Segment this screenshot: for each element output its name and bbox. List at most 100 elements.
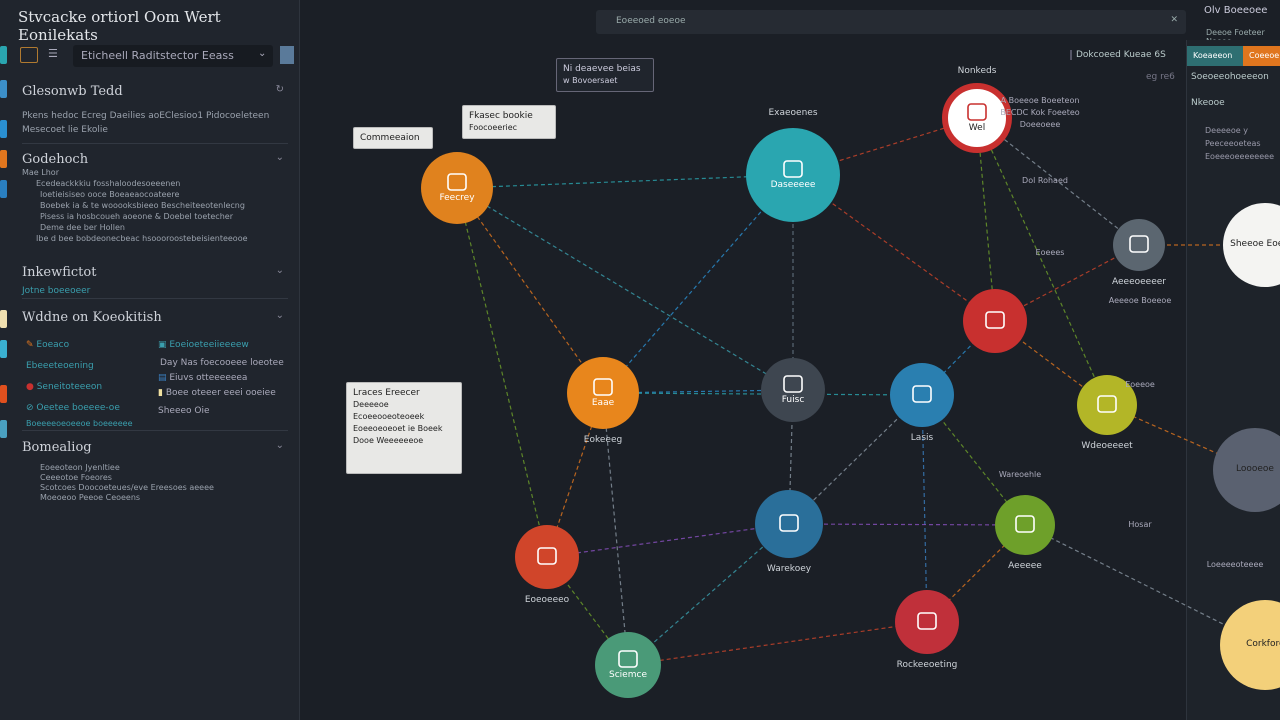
list-item[interactable]: ▤ Eiuvs otteeeeeea [158,373,248,383]
node-circle[interactable] [995,495,1055,555]
rail-app-icon[interactable] [0,385,7,403]
chevron-down-icon[interactable]: ⌄ [275,265,284,276]
text-line: Eoeeoteon Jyenltiee [40,463,120,472]
graph-node-n6[interactable] [567,357,639,429]
node-label: Loooeoe [1236,464,1274,474]
section-details: Godehoch ⌄ Mae Lhor Ecedeackkkiu fosshal… [22,152,288,244]
divider [22,143,288,144]
graph-node-n16[interactable] [1213,428,1280,512]
close-icon[interactable]: ✕ [1170,15,1178,25]
rail-app-icon[interactable] [0,180,7,198]
search-input[interactable]: Eticheell Raditstector Eeass [73,45,273,67]
app-rail [0,40,8,460]
graph-node-n8[interactable] [890,363,954,427]
node-circle[interactable] [1223,203,1280,287]
link-text[interactable]: Jotne boeeoeer [22,286,91,296]
node-caption: Warekoey [766,564,812,574]
menu-icon[interactable]: ☰ [48,47,58,60]
text-line: Ioetieisiseo ooce Boeaeaocoateere [40,190,180,199]
user-menu[interactable]: Olv Boeeoee [1204,5,1268,16]
list-item[interactable]: Ebeeeteoening [26,361,94,371]
graph-node-n11[interactable] [995,495,1055,555]
list-item[interactable]: Boeeeeoeoeeoe boeeeeee [26,419,133,428]
list-item[interactable]: ▣ Eoeioeteeiieeeew [158,340,249,350]
text-line: Moeoeoo Peeoe Ceoeens [40,493,141,502]
text-line: Ibe d bee bobdeonecbeac hsoooroostebeisi… [36,234,248,243]
graph-node-n15[interactable] [1223,203,1280,287]
node-circle[interactable] [963,289,1027,353]
rail-app-icon[interactable] [0,340,7,358]
node-label: Wel [968,123,986,133]
node-circle[interactable] [755,490,823,558]
search-button[interactable] [280,46,294,64]
graph-node-n17[interactable] [1220,600,1280,690]
rail-app-icon[interactable] [0,46,7,64]
tool-icon: ✎ [26,340,37,350]
node-circle[interactable] [1213,428,1280,512]
graph-node-n1[interactable] [421,152,493,224]
graph-node-n5[interactable] [963,289,1027,353]
top-search-bar[interactable]: Eoeeoed eoeoe ✕ [596,10,1186,34]
rail-app-icon[interactable] [0,120,7,138]
node-caption: Eokeeeg [583,435,623,445]
graph-node-n12[interactable] [515,525,579,589]
file-icon: ▤ [158,373,170,383]
refresh-icon[interactable]: ↻ [275,84,284,95]
list-item[interactable]: Day Nas foecooeee loeotee [160,358,284,368]
tab-button-1[interactable]: Koeaeeon [1187,46,1243,66]
list-item[interactable]: ▮ Boee oteeer eeei ooeiee [158,388,276,398]
rail-app-icon[interactable] [0,80,7,98]
graph-node-n3[interactable] [942,83,1012,153]
annotation-text: A Boeeoe Boeeteon [1000,96,1080,105]
chevron-down-icon[interactable]: ⌄ [275,440,284,451]
list-item[interactable]: ⊘ Oeetee boeeee-oe [26,403,120,413]
graph-node-n4[interactable] [1113,219,1165,271]
node-label: Corkforc [1246,639,1280,649]
annotation-text: Doeeoeee [1019,120,1061,129]
graph-node-n13[interactable] [895,590,959,654]
list-item[interactable]: ● Seneitoteeeon [26,382,103,392]
node-circle[interactable] [567,357,639,429]
node-circle[interactable] [761,358,825,422]
text-line: Pisess ia hosbcoueh aoeone & Doebel toet… [40,212,233,221]
rail-app-icon[interactable] [0,420,7,438]
node-circle[interactable] [1113,219,1165,271]
node-glyph-icon [1129,235,1149,253]
dropdown-icon[interactable]: ⌄ [258,48,267,59]
section-title: Bomealiog [22,440,92,455]
text-line: Ceeeotoe Foeores [40,473,112,482]
node-glyph-icon [779,514,799,532]
chevron-down-icon[interactable]: ⌄ [275,310,284,321]
node-caption: Wdeoeeeet [1081,441,1133,451]
edge [921,394,928,623]
graph-node-n7[interactable] [761,358,825,422]
layout-icon[interactable] [20,47,38,63]
divider [22,430,288,431]
graph-node-n10[interactable] [755,490,823,558]
node-circle[interactable] [890,363,954,427]
graph-node-n9[interactable] [1077,375,1137,435]
text-line: Mesecoet lie Ekolie [22,125,108,135]
node-circle[interactable] [1077,375,1137,435]
rail-app-icon[interactable] [0,150,7,168]
node-circle[interactable] [421,152,493,224]
rail-app-icon[interactable] [0,310,7,328]
section-connections: Wddne on Koeokitish ⌄ [22,310,288,325]
list-item[interactable]: ✎ Eoeaco [26,340,70,350]
node-circle[interactable] [895,590,959,654]
node-caption: Nonkeds [957,66,997,76]
node-circle[interactable] [746,128,840,222]
section-backlog: Bomealiog ⌄ Eoeeoteon Jyenltiee Ceeeotoe… [22,440,288,503]
node-circle[interactable] [1220,600,1280,690]
graph-node-n2[interactable] [746,128,840,222]
node-caption: Rockeeoeting [896,660,958,670]
annotation-text: Eoeees [1035,248,1065,257]
chevron-down-icon[interactable]: ⌄ [275,152,284,163]
graph-node-n14[interactable] [595,632,661,698]
list-item[interactable]: Sheeeo Oie [158,406,210,416]
node-circle[interactable] [515,525,579,589]
tab-button-2[interactable]: Coeeoe [1243,46,1280,66]
node-circle[interactable] [942,83,1012,153]
node-circle[interactable] [595,632,661,698]
